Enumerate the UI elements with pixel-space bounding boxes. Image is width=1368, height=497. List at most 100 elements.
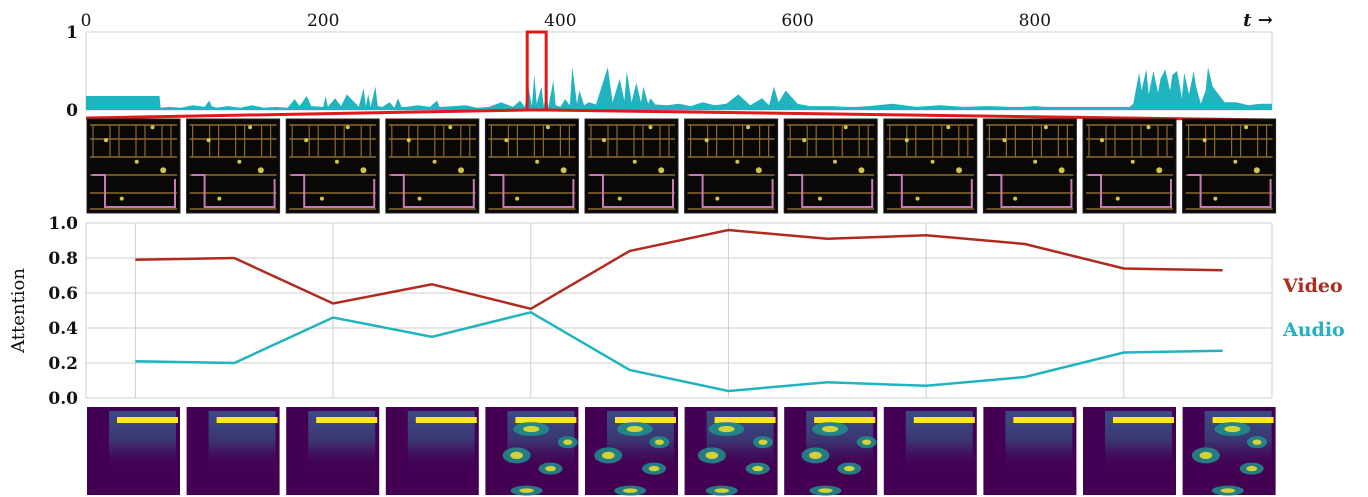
y-tick-label: 0.2 [48, 354, 78, 374]
audio-spectrogram [883, 407, 977, 495]
audio-spectrogram [1083, 407, 1176, 495]
glow-dot [406, 138, 411, 143]
glow-dot [448, 125, 453, 130]
top-x-tick-label: 0 [81, 11, 92, 31]
frame-background [285, 118, 380, 214]
maze-highlight-path [390, 174, 475, 208]
top-x-tick-label: 600 [781, 11, 813, 31]
spectrogram-blob-core [714, 488, 729, 493]
spectrogram-blob-core [563, 439, 573, 445]
frame-background [1082, 118, 1177, 214]
glow-dot [334, 159, 339, 164]
glow-dot [417, 196, 422, 201]
glow-dot [746, 125, 751, 130]
glow-dot [930, 159, 935, 164]
frame-background [484, 118, 579, 214]
glow-dot [217, 196, 222, 201]
frame-background [1182, 118, 1277, 214]
spectrogram-band [415, 417, 477, 423]
glow-dot [504, 138, 509, 143]
spectrogram-blob-core [758, 439, 768, 445]
glow-dot [319, 196, 324, 201]
audio-spectrogram [186, 407, 280, 495]
glow-dot [1058, 167, 1065, 174]
video-frame-thumbnail [783, 118, 878, 214]
glow-dot [1146, 125, 1151, 130]
glow-dot [658, 167, 665, 174]
legend-label-video: Video [1282, 275, 1343, 297]
spectrogram-blob-core [821, 425, 839, 433]
glow-dot [150, 125, 155, 130]
spectrogram-band [1013, 417, 1075, 423]
video-frame-thumbnail [186, 118, 281, 214]
spectrogram-blob-core [718, 425, 735, 433]
glow-dot [1043, 125, 1048, 130]
spectrogram-blob-core [818, 488, 833, 493]
audio-spectrogram [983, 407, 1077, 495]
spectrogram-blob-core [1220, 488, 1236, 493]
frame-background [684, 118, 779, 214]
top-x-tick-label: 800 [1019, 11, 1051, 31]
glow-dot [946, 125, 951, 130]
maze-highlight-path [689, 174, 774, 208]
audio-spectrogram [1182, 407, 1276, 496]
spectrogram-blob-core [648, 465, 660, 472]
y-axis-label: Attention [8, 268, 29, 354]
salience-area [86, 67, 1272, 110]
glow-dot [832, 159, 837, 164]
frame-background [883, 118, 978, 214]
timeline-plot: 0 200 400 600 800 t →01 [66, 10, 1273, 121]
video-frame-thumbnail [1182, 118, 1277, 214]
top-x-axis-label: t → [1243, 10, 1273, 31]
y-tick-label: 0.8 [48, 249, 78, 269]
glow-dot [858, 167, 865, 174]
video-frame-thumbnail [285, 118, 380, 214]
top-y-tick-label: 0 [66, 101, 78, 121]
spectrogram-blob-core [523, 425, 540, 433]
video-frame-thumbnail [584, 118, 679, 214]
glow-dot [802, 138, 807, 143]
glow-dot [560, 167, 567, 174]
glow-dot [915, 196, 920, 201]
spectrogram-blob-core [705, 451, 719, 459]
video-frame-thumbnail [684, 118, 779, 214]
spectrogram-blob-core [809, 451, 822, 459]
glow-dot [206, 138, 211, 143]
frame-background [186, 118, 281, 214]
glow-dot [1156, 167, 1163, 174]
glow-dot [1213, 196, 1218, 201]
spectrogram-blob-core [1252, 439, 1262, 445]
frame-background [385, 118, 480, 214]
zoom-connector [85, 108, 1273, 122]
maze-highlight-path [191, 174, 276, 208]
glow-dot [1233, 159, 1238, 164]
y-tick-label: 0.4 [48, 319, 78, 339]
spectrogram-band [1113, 417, 1174, 423]
glow-dot [715, 196, 720, 201]
audio-spectrogram [784, 407, 878, 496]
spectrogram-blob-core [843, 465, 855, 472]
audio-spectrogram [684, 407, 778, 496]
legend-label-audio: Audio [1282, 319, 1345, 341]
spectrogram-blob-core [545, 465, 556, 472]
audio-spectrogram [585, 407, 678, 496]
video-frame-thumbnail [1082, 118, 1177, 214]
frame-background [86, 118, 181, 214]
frame-background [982, 118, 1077, 214]
glow-dot [632, 159, 637, 164]
spectrogram-band [316, 417, 378, 423]
top-y-tick-label: 1 [66, 23, 78, 43]
maze-highlight-path [590, 174, 674, 208]
glow-dot [257, 167, 264, 174]
glow-dot [1013, 196, 1018, 201]
video-frame-thumbnail [484, 118, 579, 214]
spectrogram-band [216, 417, 278, 423]
spectrogram-band [1212, 417, 1274, 423]
spectrogram-band [814, 417, 876, 423]
maze-highlight-path [291, 174, 376, 208]
spectrogram-blob-core [1246, 465, 1258, 472]
zoom-line-left [85, 108, 528, 120]
glow-dot [735, 159, 740, 164]
spectrogram-blob-core [510, 451, 523, 459]
spectrogram-band [714, 417, 776, 423]
